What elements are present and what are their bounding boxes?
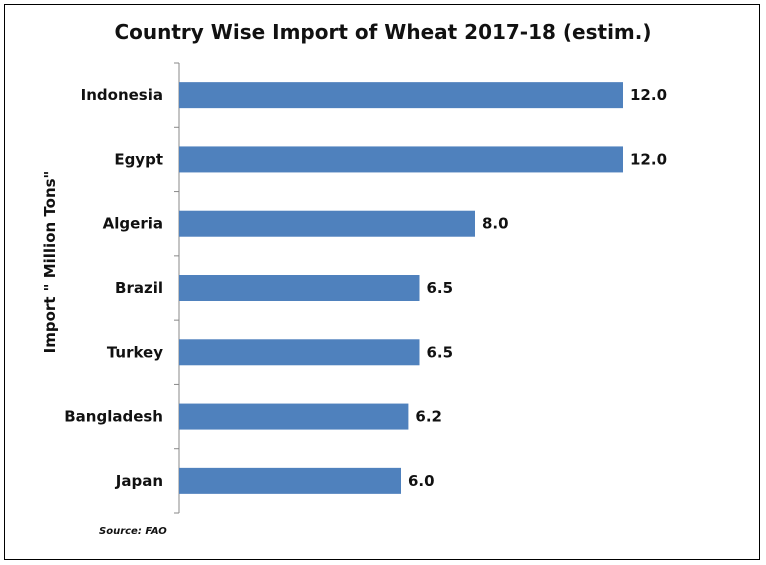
category-label: Japan bbox=[115, 472, 163, 490]
bar bbox=[179, 210, 475, 237]
value-label: 6.0 bbox=[408, 472, 435, 490]
category-label: Bangladesh bbox=[64, 408, 163, 426]
value-label: 6.5 bbox=[427, 343, 454, 361]
chart-title: Country Wise Import of Wheat 2017-18 (es… bbox=[114, 20, 652, 44]
value-label: 12.0 bbox=[630, 86, 667, 104]
bar bbox=[179, 403, 409, 430]
category-label: Egypt bbox=[114, 150, 163, 168]
source-note: Source: FAO bbox=[99, 526, 167, 537]
category-label: Algeria bbox=[103, 215, 163, 233]
category-label: Brazil bbox=[115, 279, 163, 297]
bar bbox=[179, 82, 623, 109]
value-label: 12.0 bbox=[630, 150, 667, 168]
category-label: Turkey bbox=[107, 343, 163, 361]
value-label: 6.2 bbox=[415, 408, 442, 426]
bar bbox=[179, 146, 623, 173]
bar bbox=[179, 339, 420, 366]
value-label: 6.5 bbox=[427, 279, 454, 297]
category-label: Indonesia bbox=[81, 86, 163, 104]
bar bbox=[179, 275, 420, 301]
bar bbox=[179, 467, 401, 494]
value-label: 8.0 bbox=[482, 215, 509, 233]
